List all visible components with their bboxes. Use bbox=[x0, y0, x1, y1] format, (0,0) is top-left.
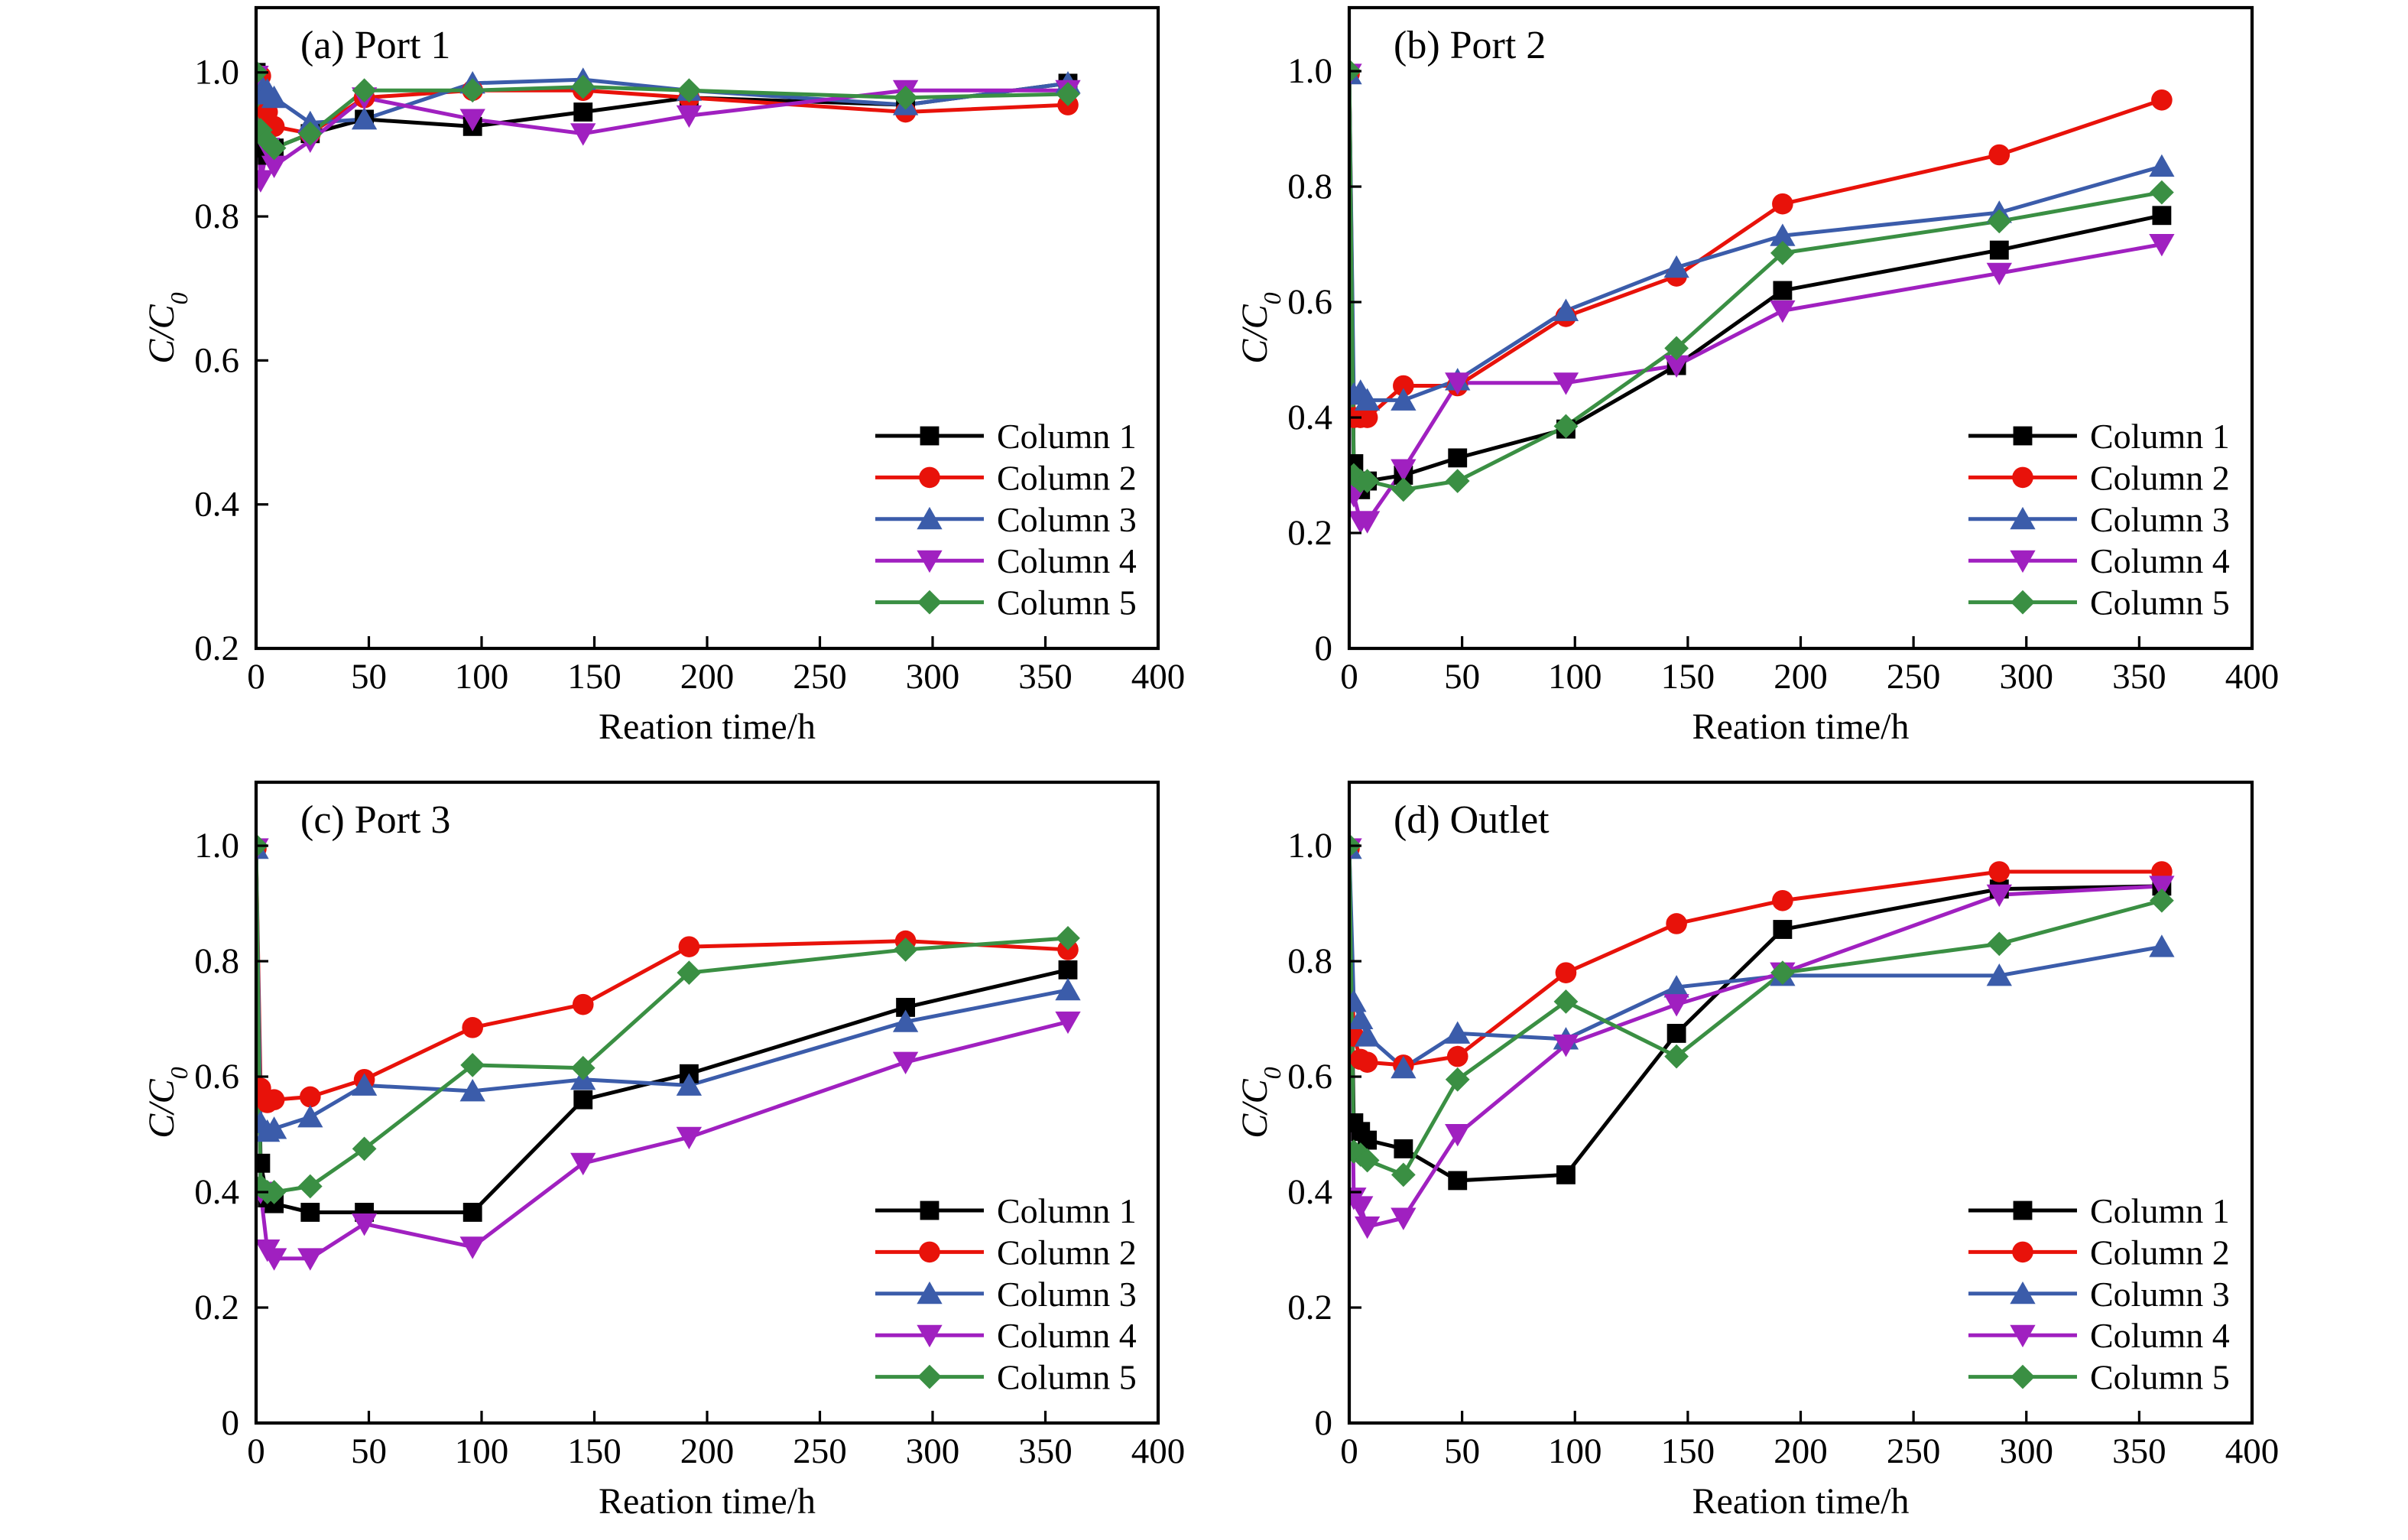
svg-text:0.2: 0.2 bbox=[194, 629, 239, 668]
svg-text:350: 350 bbox=[1018, 1431, 1073, 1471]
svg-text:200: 200 bbox=[680, 657, 735, 697]
svg-text:Column 1: Column 1 bbox=[2090, 1191, 2230, 1230]
svg-text:250: 250 bbox=[1887, 1431, 1941, 1471]
svg-text:100: 100 bbox=[455, 1431, 509, 1471]
svg-text:1.0: 1.0 bbox=[1287, 826, 1332, 866]
svg-text:Column 2: Column 2 bbox=[2090, 1233, 2230, 1272]
svg-text:300: 300 bbox=[2000, 1431, 2054, 1471]
svg-text:1.0: 1.0 bbox=[194, 826, 239, 866]
svg-text:400: 400 bbox=[1131, 1431, 1186, 1471]
svg-text:250: 250 bbox=[793, 657, 847, 697]
svg-text:0.8: 0.8 bbox=[1287, 167, 1332, 206]
svg-text:150: 150 bbox=[1661, 1431, 1715, 1471]
svg-text:0: 0 bbox=[1315, 1403, 1333, 1443]
svg-text:350: 350 bbox=[2112, 657, 2166, 697]
svg-text:1.0: 1.0 bbox=[1287, 51, 1332, 91]
svg-text:Column 1: Column 1 bbox=[2090, 417, 2230, 456]
svg-text:100: 100 bbox=[1548, 657, 1602, 697]
svg-text:250: 250 bbox=[1887, 657, 1941, 697]
svg-text:Column 3: Column 3 bbox=[997, 500, 1137, 539]
svg-text:0: 0 bbox=[247, 1431, 265, 1471]
svg-text:Column 1: Column 1 bbox=[997, 1191, 1137, 1230]
svg-text:Reation time/h: Reation time/h bbox=[1692, 1481, 1910, 1522]
svg-text:(a) Port 1: (a) Port 1 bbox=[300, 24, 450, 67]
svg-text:(c) Port 3: (c) Port 3 bbox=[300, 798, 450, 842]
svg-text:50: 50 bbox=[1444, 1431, 1480, 1471]
svg-text:0.4: 0.4 bbox=[194, 485, 239, 525]
svg-text:0.4: 0.4 bbox=[1287, 1172, 1332, 1212]
svg-text:200: 200 bbox=[1774, 1431, 1828, 1471]
svg-text:Column 5: Column 5 bbox=[2090, 583, 2230, 622]
svg-text:(b) Port 2: (b) Port 2 bbox=[1394, 24, 1546, 67]
svg-text:Reation time/h: Reation time/h bbox=[599, 1481, 816, 1522]
svg-text:Column 2: Column 2 bbox=[2090, 458, 2230, 497]
svg-text:0.4: 0.4 bbox=[194, 1172, 239, 1212]
svg-text:0.8: 0.8 bbox=[194, 941, 239, 981]
svg-text:50: 50 bbox=[351, 1431, 387, 1471]
svg-text:200: 200 bbox=[680, 1431, 735, 1471]
svg-text:200: 200 bbox=[1774, 657, 1828, 697]
svg-text:Column 4: Column 4 bbox=[2090, 541, 2230, 580]
svg-text:0: 0 bbox=[247, 657, 265, 697]
svg-text:1.0: 1.0 bbox=[194, 53, 239, 93]
svg-text:150: 150 bbox=[567, 657, 621, 697]
svg-text:0.2: 0.2 bbox=[194, 1288, 239, 1327]
svg-text:400: 400 bbox=[1131, 657, 1186, 697]
svg-text:0.2: 0.2 bbox=[1287, 1288, 1332, 1327]
svg-text:100: 100 bbox=[1548, 1431, 1602, 1471]
svg-text:Column 5: Column 5 bbox=[997, 583, 1137, 622]
svg-text:300: 300 bbox=[906, 657, 960, 697]
svg-text:150: 150 bbox=[567, 1431, 621, 1471]
svg-text:(d) Outlet: (d) Outlet bbox=[1394, 798, 1550, 842]
svg-text:0.8: 0.8 bbox=[1287, 941, 1332, 981]
svg-text:0: 0 bbox=[1315, 629, 1333, 668]
svg-text:0.6: 0.6 bbox=[1287, 282, 1332, 322]
svg-text:Column 2: Column 2 bbox=[997, 458, 1137, 497]
svg-text:Column 4: Column 4 bbox=[997, 1316, 1137, 1355]
svg-text:350: 350 bbox=[1018, 657, 1073, 697]
svg-text:Column 5: Column 5 bbox=[997, 1358, 1137, 1397]
svg-text:0.6: 0.6 bbox=[194, 340, 239, 380]
svg-text:Column 4: Column 4 bbox=[2090, 1316, 2230, 1355]
svg-text:Column 3: Column 3 bbox=[2090, 500, 2230, 539]
svg-text:50: 50 bbox=[351, 657, 387, 697]
svg-text:0.6: 0.6 bbox=[1287, 1057, 1332, 1097]
svg-text:Reation time/h: Reation time/h bbox=[599, 707, 816, 747]
svg-text:0.8: 0.8 bbox=[194, 197, 239, 236]
svg-text:100: 100 bbox=[455, 657, 509, 697]
svg-text:Reation time/h: Reation time/h bbox=[1692, 707, 1910, 747]
svg-text:150: 150 bbox=[1661, 657, 1715, 697]
svg-text:0: 0 bbox=[1340, 657, 1358, 697]
svg-text:Column 3: Column 3 bbox=[2090, 1275, 2230, 1314]
svg-text:50: 50 bbox=[1444, 657, 1480, 697]
svg-text:300: 300 bbox=[2000, 657, 2054, 697]
svg-text:Column 4: Column 4 bbox=[997, 541, 1137, 580]
svg-text:Column 2: Column 2 bbox=[997, 1233, 1137, 1272]
svg-text:0.2: 0.2 bbox=[1287, 513, 1332, 553]
svg-text:0: 0 bbox=[222, 1403, 240, 1443]
svg-text:0: 0 bbox=[1340, 1431, 1358, 1471]
svg-text:0.4: 0.4 bbox=[1287, 398, 1332, 437]
svg-text:400: 400 bbox=[2225, 657, 2280, 697]
svg-text:300: 300 bbox=[906, 1431, 960, 1471]
svg-text:Column 3: Column 3 bbox=[997, 1275, 1137, 1314]
svg-text:Column 1: Column 1 bbox=[997, 417, 1137, 456]
svg-text:400: 400 bbox=[2225, 1431, 2280, 1471]
svg-text:Column 5: Column 5 bbox=[2090, 1358, 2230, 1397]
svg-text:250: 250 bbox=[793, 1431, 847, 1471]
svg-text:0.6: 0.6 bbox=[194, 1057, 239, 1097]
svg-text:350: 350 bbox=[2112, 1431, 2166, 1471]
